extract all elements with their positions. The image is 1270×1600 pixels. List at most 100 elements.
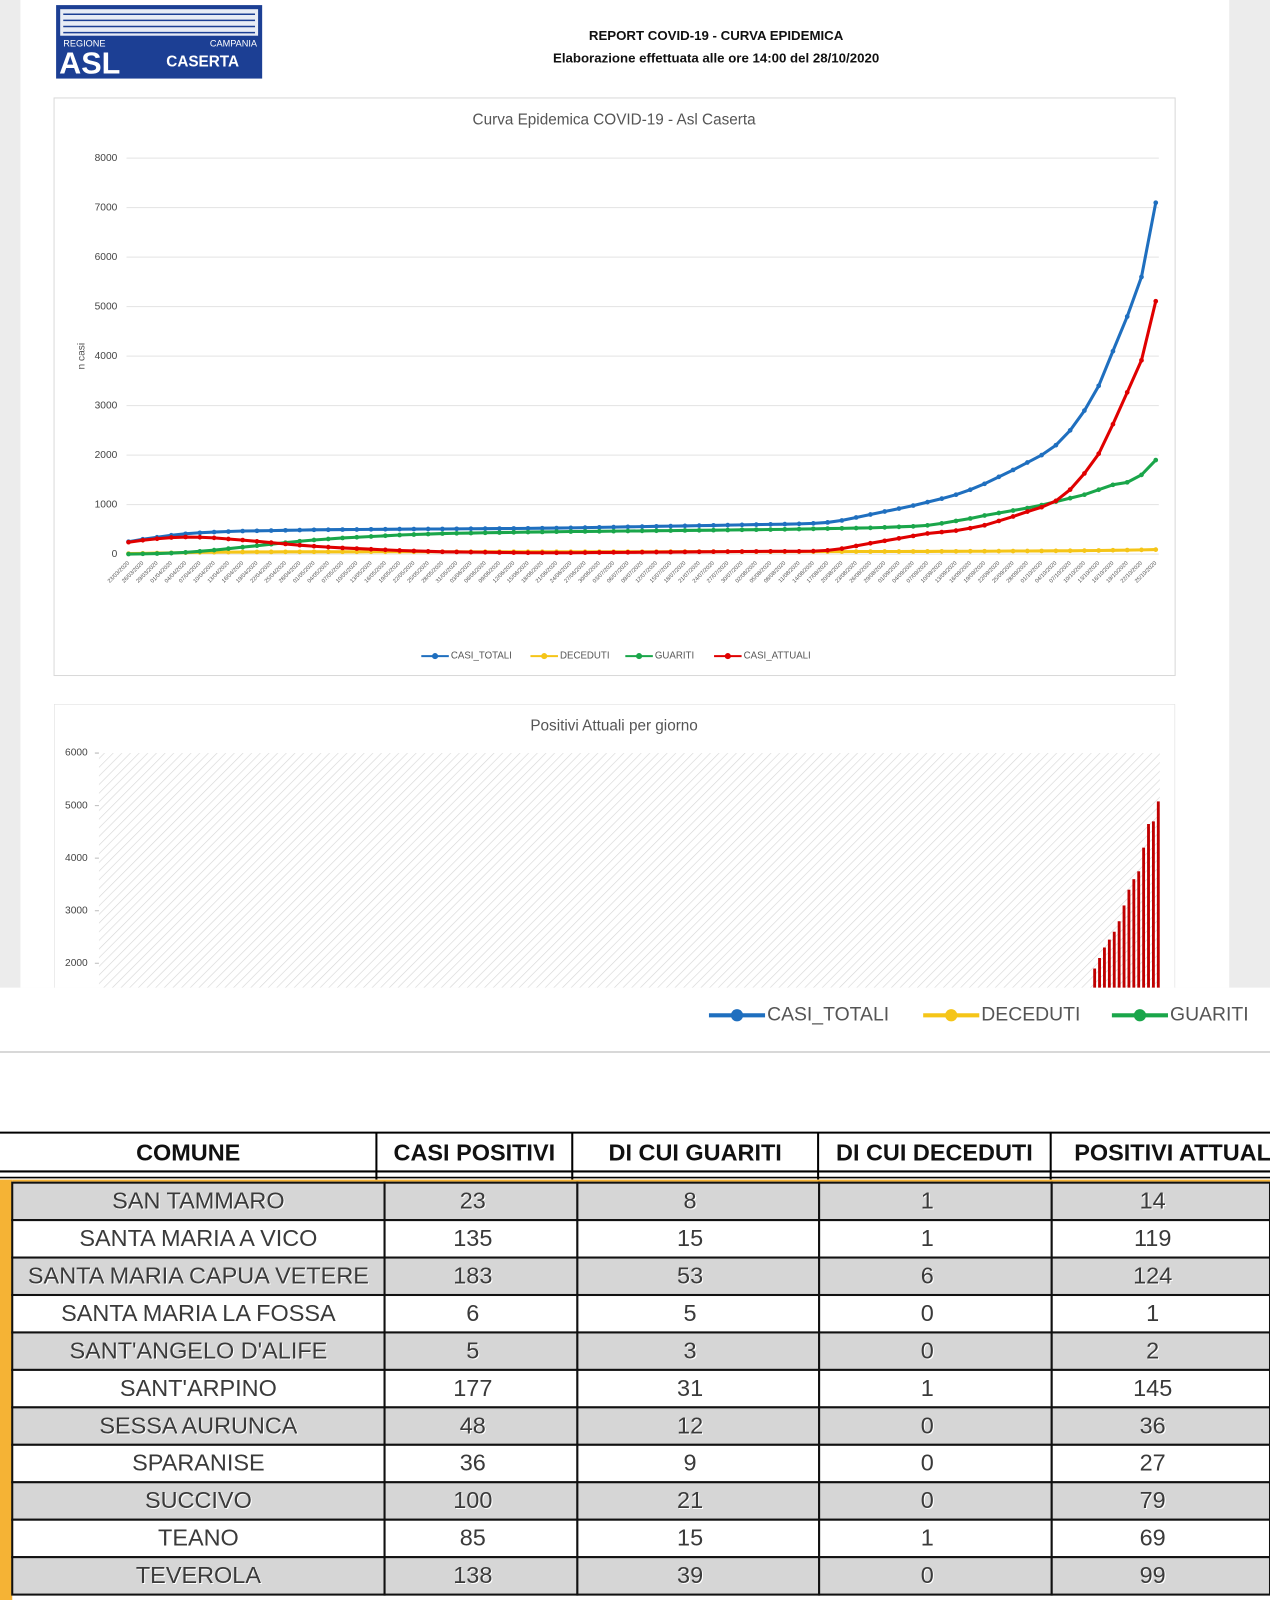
report-title: REPORT COVID-19 - CURVA EPIDEMICA	[589, 28, 844, 43]
data-point	[568, 529, 574, 534]
data-point	[682, 528, 688, 533]
data-point	[810, 548, 816, 554]
data-point	[996, 510, 1002, 516]
data-point	[611, 524, 616, 530]
data-point	[725, 549, 731, 554]
cell-value: 135	[454, 1226, 493, 1252]
data-point	[197, 549, 203, 554]
data-point	[297, 542, 303, 548]
data-point	[1124, 314, 1130, 319]
y-tick-label: 2000	[95, 450, 118, 461]
data-point	[226, 549, 231, 555]
data-point	[625, 524, 631, 530]
table-cell	[1050, 1181, 1270, 1222]
data-point	[440, 549, 445, 555]
data-point	[1039, 452, 1044, 458]
data-point	[1153, 547, 1159, 552]
comune-name: SANTA MARIA A VICO	[80, 1226, 318, 1252]
cell-value: 0	[921, 1412, 934, 1438]
data-point	[1110, 348, 1116, 354]
cell-value: 1	[921, 1375, 934, 1401]
data-point	[1110, 547, 1116, 553]
legend-label: CASI_ATTUALI	[744, 651, 811, 662]
chart-frame	[53, 97, 1176, 677]
y-tick-label: 3000	[95, 400, 118, 411]
data-point	[868, 525, 873, 531]
data-point	[810, 526, 816, 532]
data-point	[568, 525, 574, 531]
data-point	[1139, 472, 1144, 478]
legend-label: DECEDUTI	[560, 651, 610, 662]
data-point	[168, 535, 174, 540]
cell-value: 138	[453, 1562, 492, 1588]
cell-value: 119	[1134, 1225, 1171, 1251]
cell-value: 0	[921, 1487, 934, 1513]
y-tick-label: 6000	[95, 252, 118, 263]
data-point	[825, 548, 830, 553]
comune-name: SPARANISE	[133, 1451, 265, 1477]
data-point	[425, 531, 431, 537]
data-point	[368, 526, 374, 532]
data-point	[582, 525, 588, 530]
data-point	[554, 529, 559, 535]
data-point	[939, 529, 945, 535]
data-point	[939, 521, 945, 526]
cell-value: 100	[453, 1487, 492, 1513]
data-point	[1010, 514, 1016, 519]
comune-name: TEANO	[159, 1526, 240, 1552]
bar	[1156, 801, 1160, 988]
legend-dot	[1133, 1009, 1147, 1022]
data-point	[896, 535, 902, 541]
data-point	[168, 550, 174, 556]
data-point	[297, 527, 303, 533]
data-point	[910, 524, 916, 529]
data-point	[425, 549, 431, 554]
data-point	[340, 545, 345, 551]
data-point	[411, 532, 417, 537]
cell-value: 3	[684, 1337, 697, 1363]
cell-value: 0	[921, 1300, 934, 1326]
cell-value: 5	[685, 1301, 698, 1327]
data-point	[240, 528, 246, 534]
data-point	[240, 537, 246, 543]
data-point	[197, 534, 203, 540]
table-cell	[1050, 1293, 1270, 1334]
data-point	[711, 527, 716, 533]
legend-label: GUARITI	[655, 651, 694, 662]
table-cell	[11, 1406, 386, 1446]
cell-value: 36	[1140, 1412, 1166, 1438]
data-point	[539, 525, 545, 531]
data-point	[511, 529, 517, 535]
table-cell	[11, 1481, 386, 1521]
bar	[1107, 939, 1111, 988]
cell-value: 183	[453, 1262, 492, 1288]
cell-value: 15	[677, 1525, 703, 1551]
logo-asl: ASL	[59, 46, 120, 80]
data-point	[768, 549, 773, 554]
legend-label: CASI_TOTALI	[767, 1003, 889, 1025]
cell-value: 31	[678, 1376, 704, 1402]
data-point	[1010, 548, 1016, 554]
data-point	[639, 524, 645, 529]
data-point	[454, 530, 460, 536]
data-point	[226, 546, 231, 551]
data-point	[1067, 495, 1073, 501]
comune-name: SUCCIVO	[146, 1488, 253, 1514]
table-cell	[383, 1556, 579, 1596]
bar	[1112, 931, 1116, 988]
comune-name: SESSA AURUNCA	[100, 1413, 298, 1439]
data-point	[468, 549, 474, 555]
cell-value: 1	[922, 1189, 935, 1215]
table-cell	[383, 1368, 579, 1409]
data-point	[1053, 498, 1059, 504]
data-point	[1082, 492, 1087, 498]
cell-value: 5	[684, 1300, 697, 1326]
cell-value: 0	[922, 1301, 935, 1327]
cell-value: 0	[921, 1562, 934, 1588]
bar	[1142, 847, 1146, 988]
cell-value: 5	[466, 1337, 479, 1363]
data-point	[796, 521, 802, 527]
data-point	[853, 525, 859, 531]
data-point	[654, 524, 659, 529]
